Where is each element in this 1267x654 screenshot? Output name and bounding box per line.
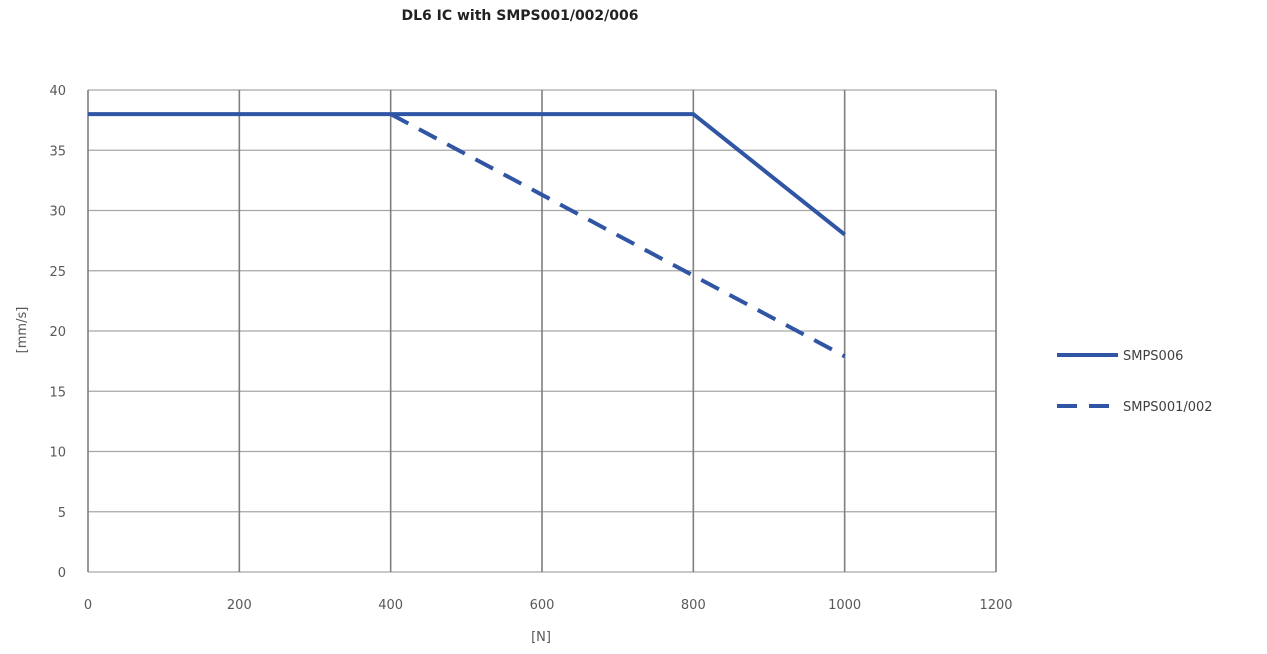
x-tick-label: 200: [227, 598, 252, 613]
legend-label: SMPS001/002: [1123, 400, 1213, 415]
y-tick-label: 10: [49, 446, 66, 461]
y-tick-label: 20: [49, 325, 66, 340]
x-tick-label: 0: [84, 598, 92, 613]
series-line-smps006: [88, 112, 846, 237]
y-tick-label: 0: [58, 566, 66, 581]
series-lines: [88, 112, 846, 359]
grid: [87, 89, 997, 573]
x-tick-label: 1200: [979, 598, 1012, 613]
x-tick-label: 600: [530, 598, 555, 613]
legend-label: SMPS006: [1123, 349, 1183, 364]
y-tick-label: 25: [49, 265, 66, 280]
series-line-smps001-002: [389, 112, 846, 359]
x-tick-label: 400: [378, 598, 403, 613]
y-tick-label: 5: [58, 506, 66, 521]
chart-title: DL6 IC with SMPS001/002/006: [401, 8, 639, 24]
y-tick-label: 30: [49, 205, 66, 220]
y-tick-label: 35: [49, 144, 66, 159]
y-tick-label: 40: [49, 84, 66, 99]
x-tick-label: 1000: [828, 598, 861, 613]
y-tick-label: 15: [49, 385, 66, 400]
x-tick-label: 800: [681, 598, 706, 613]
x-axis-label: [N]: [531, 630, 551, 645]
legend: SMPS006 SMPS001/002: [1057, 349, 1213, 415]
y-axis-label: [mm/s]: [15, 307, 30, 354]
